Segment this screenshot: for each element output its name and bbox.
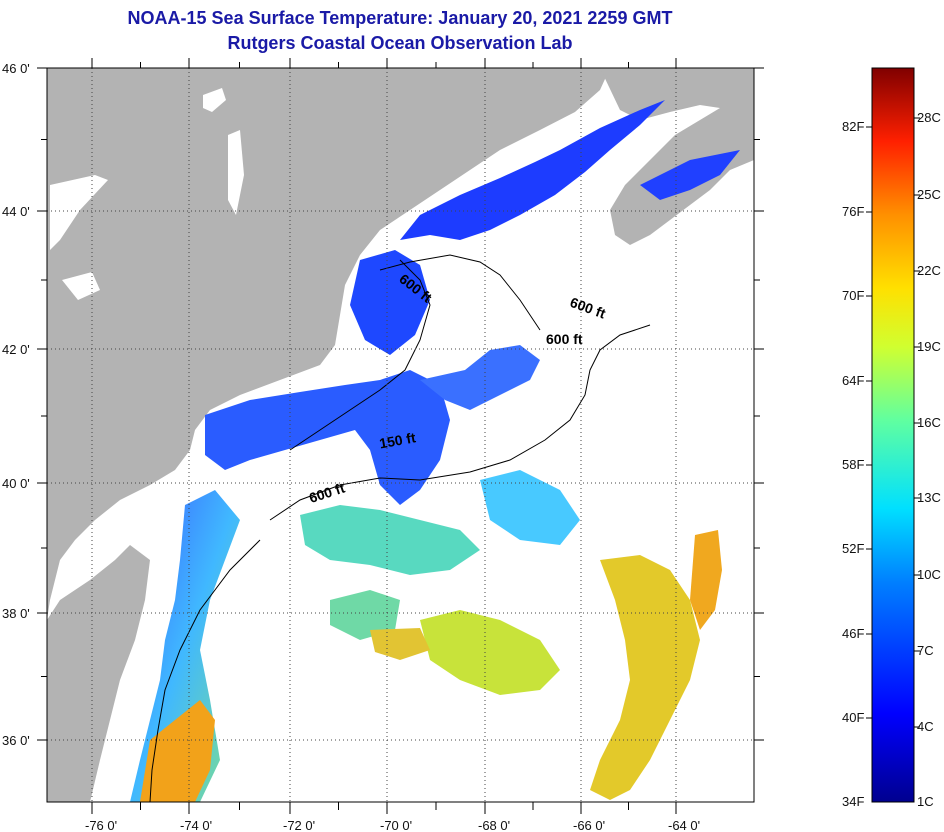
colorbar-fahrenheit-labels: 82F 76F 70F 64F 58F 52F 46F 40F 34F <box>842 119 864 809</box>
colorbar-label-c: 22C <box>917 263 941 278</box>
colorbar-label-c: 4C <box>917 719 934 734</box>
lon-label: -72 0' <box>283 818 315 832</box>
colorbar-label-f: 58F <box>842 457 864 472</box>
land-lake <box>62 272 100 300</box>
colorbar-label-c: 25C <box>917 187 941 202</box>
map-subtitle: Rutgers Coastal Ocean Observation Lab <box>227 33 573 53</box>
colorbar-ticks <box>866 117 920 728</box>
longitude-labels: -76 0' -74 0' -72 0' -70 0' -68 0' -66 0… <box>85 818 700 832</box>
lon-label: -64 0' <box>668 818 700 832</box>
sst-data-layer <box>130 100 740 802</box>
land-north-america <box>47 68 610 620</box>
lon-label: -74 0' <box>180 818 212 832</box>
colorbar-label-f: 40F <box>842 710 864 725</box>
colorbar-label-c: 1C <box>917 794 934 809</box>
colorbar-label-f: 82F <box>842 119 864 134</box>
lon-label: -66 0' <box>573 818 605 832</box>
colorbar-label-c: 10C <box>917 567 941 582</box>
latitude-labels: 46 0' 44 0' 42 0' 40 0' 38 0' 36 0' <box>2 61 30 748</box>
colorbar-label-f: 34F <box>842 794 864 809</box>
lon-label: -70 0' <box>380 818 412 832</box>
land-mid-atlantic <box>47 545 150 802</box>
land-lake <box>203 88 226 112</box>
colorbar-label-f: 46F <box>842 626 864 641</box>
colorbar-label-c: 13C <box>917 490 941 505</box>
land-lake <box>228 130 244 215</box>
lon-label: -68 0' <box>478 818 510 832</box>
colorbar-label-f: 76F <box>842 204 864 219</box>
colorbar-celsius-labels: 28C 25C 22C 19C 16C 13C 10C 7C 4C 1C <box>917 110 941 809</box>
temperature-colorbar <box>871 67 915 803</box>
colorbar-label-f: 70F <box>842 288 864 303</box>
colorbar-label-c: 19C <box>917 339 941 354</box>
lat-label: 38 0' <box>2 606 30 621</box>
contour-label: 150 ft <box>378 429 417 451</box>
map-frame <box>46 67 755 803</box>
land-lake <box>50 175 108 250</box>
colorbar-label-c: 16C <box>917 415 941 430</box>
colorbar-label-f: 52F <box>842 541 864 556</box>
contour-label: 600 ft <box>546 331 583 347</box>
colorbar-label-c: 28C <box>917 110 941 125</box>
lat-label: 40 0' <box>2 476 30 491</box>
lat-label: 46 0' <box>2 61 30 76</box>
colorbar-label-c: 7C <box>917 643 934 658</box>
colorbar-label-f: 64F <box>842 373 864 388</box>
lat-label: 36 0' <box>2 733 30 748</box>
lon-label: -76 0' <box>85 818 117 832</box>
depth-contours <box>149 254 651 802</box>
lat-label: 44 0' <box>2 204 30 219</box>
map-ticks <box>37 58 764 814</box>
map-title: NOAA-15 Sea Surface Temperature: January… <box>127 8 673 28</box>
lat-label: 42 0' <box>2 342 30 357</box>
